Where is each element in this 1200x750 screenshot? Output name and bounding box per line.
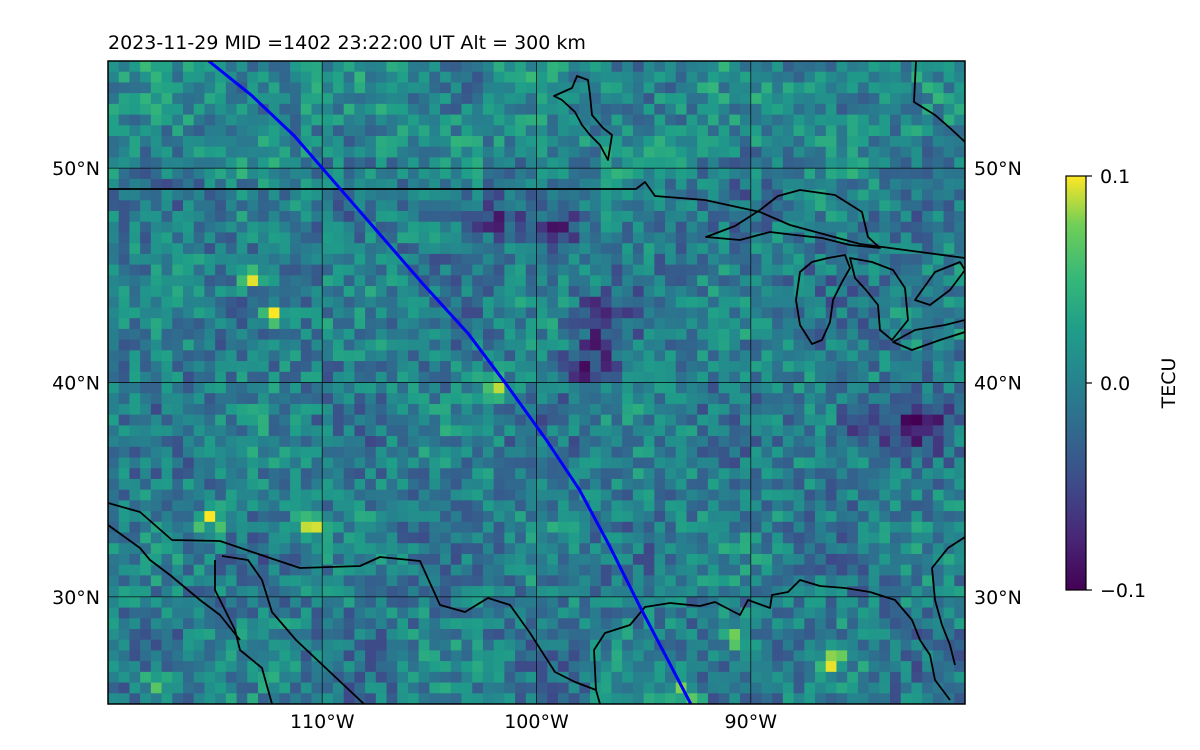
lake-michigan-outline bbox=[795, 254, 851, 345]
lake-winnipeg-outline bbox=[553, 75, 613, 161]
baja-peninsula bbox=[214, 560, 273, 704]
hudson-bay-outline bbox=[913, 61, 965, 143]
lat-tick-label-right: 40°N bbox=[974, 373, 1022, 395]
gridlines bbox=[108, 61, 965, 704]
colorbar-tick-label: 0.1 bbox=[1100, 166, 1130, 188]
map-panel bbox=[108, 61, 965, 704]
baja-gulf-coast bbox=[221, 555, 365, 704]
colorbar: 0.1 0.0 −0.1 TECU bbox=[1065, 166, 1180, 602]
satellite-track bbox=[207, 61, 693, 704]
lat-tick-label-right: 30°N bbox=[974, 587, 1022, 609]
colorbar-tick-label: −0.1 bbox=[1100, 580, 1146, 602]
lat-tick-label-left: 40°N bbox=[52, 373, 100, 395]
florida-atlantic-coast bbox=[931, 536, 965, 666]
axis-ticks: 110°W 100°W 90°W 50°N 50°N 40°N 40°N 30°N 30°N bbox=[52, 158, 1022, 733]
pacific-mainland-coast bbox=[108, 524, 241, 641]
colorbar-gradient bbox=[1065, 175, 1087, 591]
lat-tick-label-left: 30°N bbox=[52, 587, 100, 609]
colorbar-tick-label: 0.0 bbox=[1100, 373, 1130, 395]
colorbar-label: TECU bbox=[1158, 358, 1180, 410]
gulf-coast bbox=[593, 579, 951, 701]
map-frame bbox=[107, 60, 966, 705]
lake-erie-ontario-outline bbox=[892, 261, 965, 351]
lake-superior-outline bbox=[705, 189, 881, 249]
lat-tick-label-right: 50°N bbox=[974, 158, 1022, 180]
mexico-border bbox=[108, 502, 601, 704]
map-title: 2023-11-29 MID =1402 23:22:00 UT Alt = 3… bbox=[108, 32, 586, 54]
lon-tick-label: 100°W bbox=[504, 711, 569, 733]
lon-tick-label: 110°W bbox=[290, 711, 355, 733]
coastlines-and-borders bbox=[108, 61, 965, 704]
lat-tick-label-left: 50°N bbox=[52, 158, 100, 180]
lake-huron-outline bbox=[849, 257, 909, 341]
lon-tick-label: 90°W bbox=[725, 711, 778, 733]
us-canada-border bbox=[108, 181, 965, 259]
colorbar-ticks: 0.1 0.0 −0.1 bbox=[1086, 166, 1146, 602]
